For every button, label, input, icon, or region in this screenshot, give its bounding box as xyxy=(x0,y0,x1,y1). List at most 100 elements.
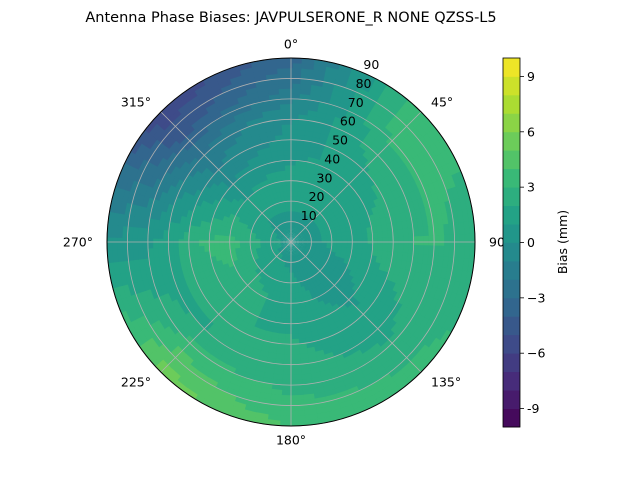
bias-cell xyxy=(300,218,306,225)
angular-grid-line xyxy=(160,111,292,243)
bias-cell xyxy=(313,251,321,256)
bias-cell xyxy=(302,220,309,227)
bias-cell xyxy=(458,221,466,238)
bias-cell xyxy=(306,254,312,260)
bias-cell xyxy=(280,242,286,244)
bias-cell xyxy=(310,233,317,238)
bias-cell xyxy=(301,213,306,220)
bias-cell xyxy=(300,234,306,239)
bias-cell xyxy=(294,221,298,228)
bias-cell xyxy=(261,251,269,256)
bias-cell xyxy=(121,246,129,262)
bias-cell xyxy=(315,247,322,252)
bias-cell xyxy=(244,243,251,248)
angular-tick-label: 135° xyxy=(431,375,461,390)
bias-cell xyxy=(280,211,285,219)
bias-cell xyxy=(283,256,287,263)
bias-cell xyxy=(285,246,289,252)
angular-tick-label: 90 xyxy=(489,235,505,250)
colorbar-tick-label: 0 xyxy=(527,235,535,250)
bias-cell xyxy=(289,364,302,371)
bias-cell xyxy=(295,237,302,241)
bias-cell xyxy=(280,255,285,262)
bias-cell xyxy=(289,405,305,412)
bias-cell xyxy=(269,225,276,231)
bias-cell xyxy=(306,225,313,231)
bias-cell xyxy=(286,185,292,192)
bias-cell xyxy=(270,233,277,238)
bias-cell xyxy=(250,228,258,234)
bias-cell xyxy=(300,393,315,401)
bias-cell xyxy=(289,410,305,417)
bias-cell xyxy=(318,225,325,231)
bias-cell xyxy=(295,243,302,247)
bias-cell xyxy=(296,216,301,223)
bias-cell xyxy=(277,232,283,237)
bias-cell xyxy=(346,234,353,241)
radial-tick-label: 10 xyxy=(301,208,317,223)
bias-cell xyxy=(239,243,246,248)
bias-cell xyxy=(295,239,302,242)
bias-cell xyxy=(307,252,314,257)
colorbar-band xyxy=(503,205,520,225)
colorbar-band xyxy=(503,297,520,317)
bias-cell xyxy=(305,209,311,217)
bias-cell xyxy=(276,213,281,220)
bias-cell xyxy=(271,231,278,236)
bias-cell xyxy=(280,217,285,224)
bias-cell xyxy=(297,348,308,355)
angular-grid-line xyxy=(160,241,292,373)
angular-tick-label: 0° xyxy=(284,37,298,52)
bias-cell xyxy=(301,269,307,277)
angular-tick-label: 180° xyxy=(276,433,306,448)
bias-cell xyxy=(282,266,286,273)
bias-cell xyxy=(297,255,302,262)
bias-cell xyxy=(132,245,139,261)
bias-cell xyxy=(283,154,292,161)
bias-cell xyxy=(272,262,278,269)
bias-cell xyxy=(229,243,236,250)
bias-cell xyxy=(126,245,134,261)
bias-cell xyxy=(303,249,310,254)
colorbar-band xyxy=(503,150,520,170)
bias-cell xyxy=(218,243,225,251)
colorbar-tick-label: -9 xyxy=(527,401,540,416)
bias-cell xyxy=(278,270,283,278)
bias-cell xyxy=(277,149,286,157)
bias-cell xyxy=(291,246,294,253)
bias-cell xyxy=(289,67,305,74)
bias-cell xyxy=(275,245,282,249)
angular-grid-line xyxy=(290,241,422,373)
bias-cell xyxy=(316,238,323,242)
bias-cell xyxy=(266,231,273,236)
bias-cell xyxy=(299,233,306,238)
bias-cell xyxy=(283,245,289,251)
bias-cell xyxy=(301,219,307,226)
bias-cell xyxy=(280,113,293,120)
bias-cell xyxy=(267,258,274,265)
bias-cell xyxy=(288,236,291,242)
bias-cell xyxy=(281,235,288,240)
angular-tick-label: 270° xyxy=(63,235,93,250)
bias-cell xyxy=(277,399,293,407)
polar-grid xyxy=(106,57,476,427)
bias-cell xyxy=(284,266,288,274)
bias-cell xyxy=(295,244,301,249)
bias-cell xyxy=(281,123,293,130)
bias-cell xyxy=(265,235,272,239)
bias-cell xyxy=(305,233,312,238)
bias-cell xyxy=(259,257,266,263)
bias-cell xyxy=(303,268,309,276)
bias-cell xyxy=(297,222,302,229)
bias-cell xyxy=(295,250,300,257)
bias-cell xyxy=(272,230,279,235)
bias-cell xyxy=(193,244,200,254)
bias-cell xyxy=(280,243,287,246)
bias-cell xyxy=(289,379,303,386)
bias-cell xyxy=(275,139,286,146)
bias-cell xyxy=(266,248,273,253)
bias-cell xyxy=(299,247,305,252)
bias-cell xyxy=(278,248,284,253)
bias-cell xyxy=(282,255,286,262)
bias-cell xyxy=(297,211,302,219)
